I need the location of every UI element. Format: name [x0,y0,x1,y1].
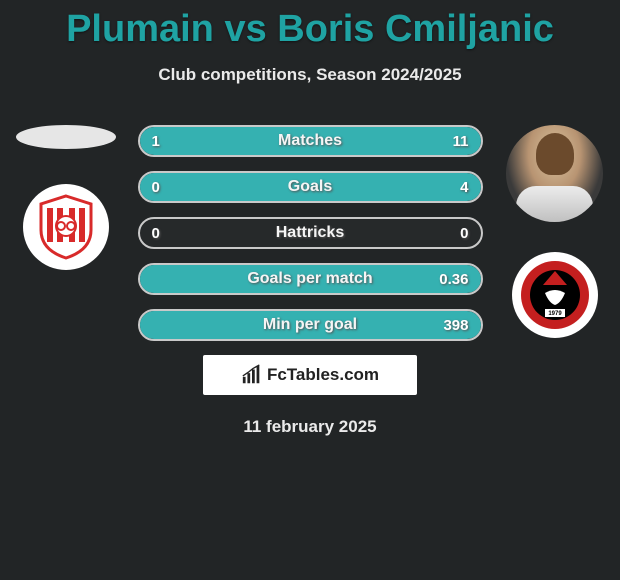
stat-row: Min per goal398 [138,309,483,341]
right-player-column: 1979 [497,125,612,338]
left-player-column [8,125,123,270]
stat-label: Goals [140,178,481,196]
svg-text:1979: 1979 [548,311,562,317]
shield-icon [31,192,101,262]
stat-row: 0Hattricks0 [138,217,483,249]
date-label: 11 february 2025 [0,417,620,437]
stat-row: 1Matches11 [138,125,483,157]
stat-row: Goals per match0.36 [138,263,483,295]
player-photo-right [506,125,603,222]
stat-row: 0Goals4 [138,171,483,203]
subtitle: Club competitions, Season 2024/2025 [0,65,620,85]
stat-label: Goals per match [140,270,481,288]
brand-label: FcTables.com [267,365,379,385]
bar-chart-icon [241,364,263,386]
club-badge-right: 1979 [512,252,598,338]
brand-logo: FcTables.com [203,355,417,395]
stats-bars: 1Matches11 0Goals4 0Hattricks0 Goals per ma… [138,125,483,341]
comparison-panel: 1979 1Matches11 0Goals4 0Hattricks0 Goals p… [0,125,620,437]
page-title: Plumain vs Boris Cmiljanic [0,0,620,51]
circle-badge-icon: 1979 [517,257,593,333]
player-silhouette-left [16,125,116,149]
stat-label: Hattricks [140,224,481,242]
stat-label: Matches [140,132,481,150]
club-badge-left [23,184,109,270]
stat-label: Min per goal [140,316,481,334]
